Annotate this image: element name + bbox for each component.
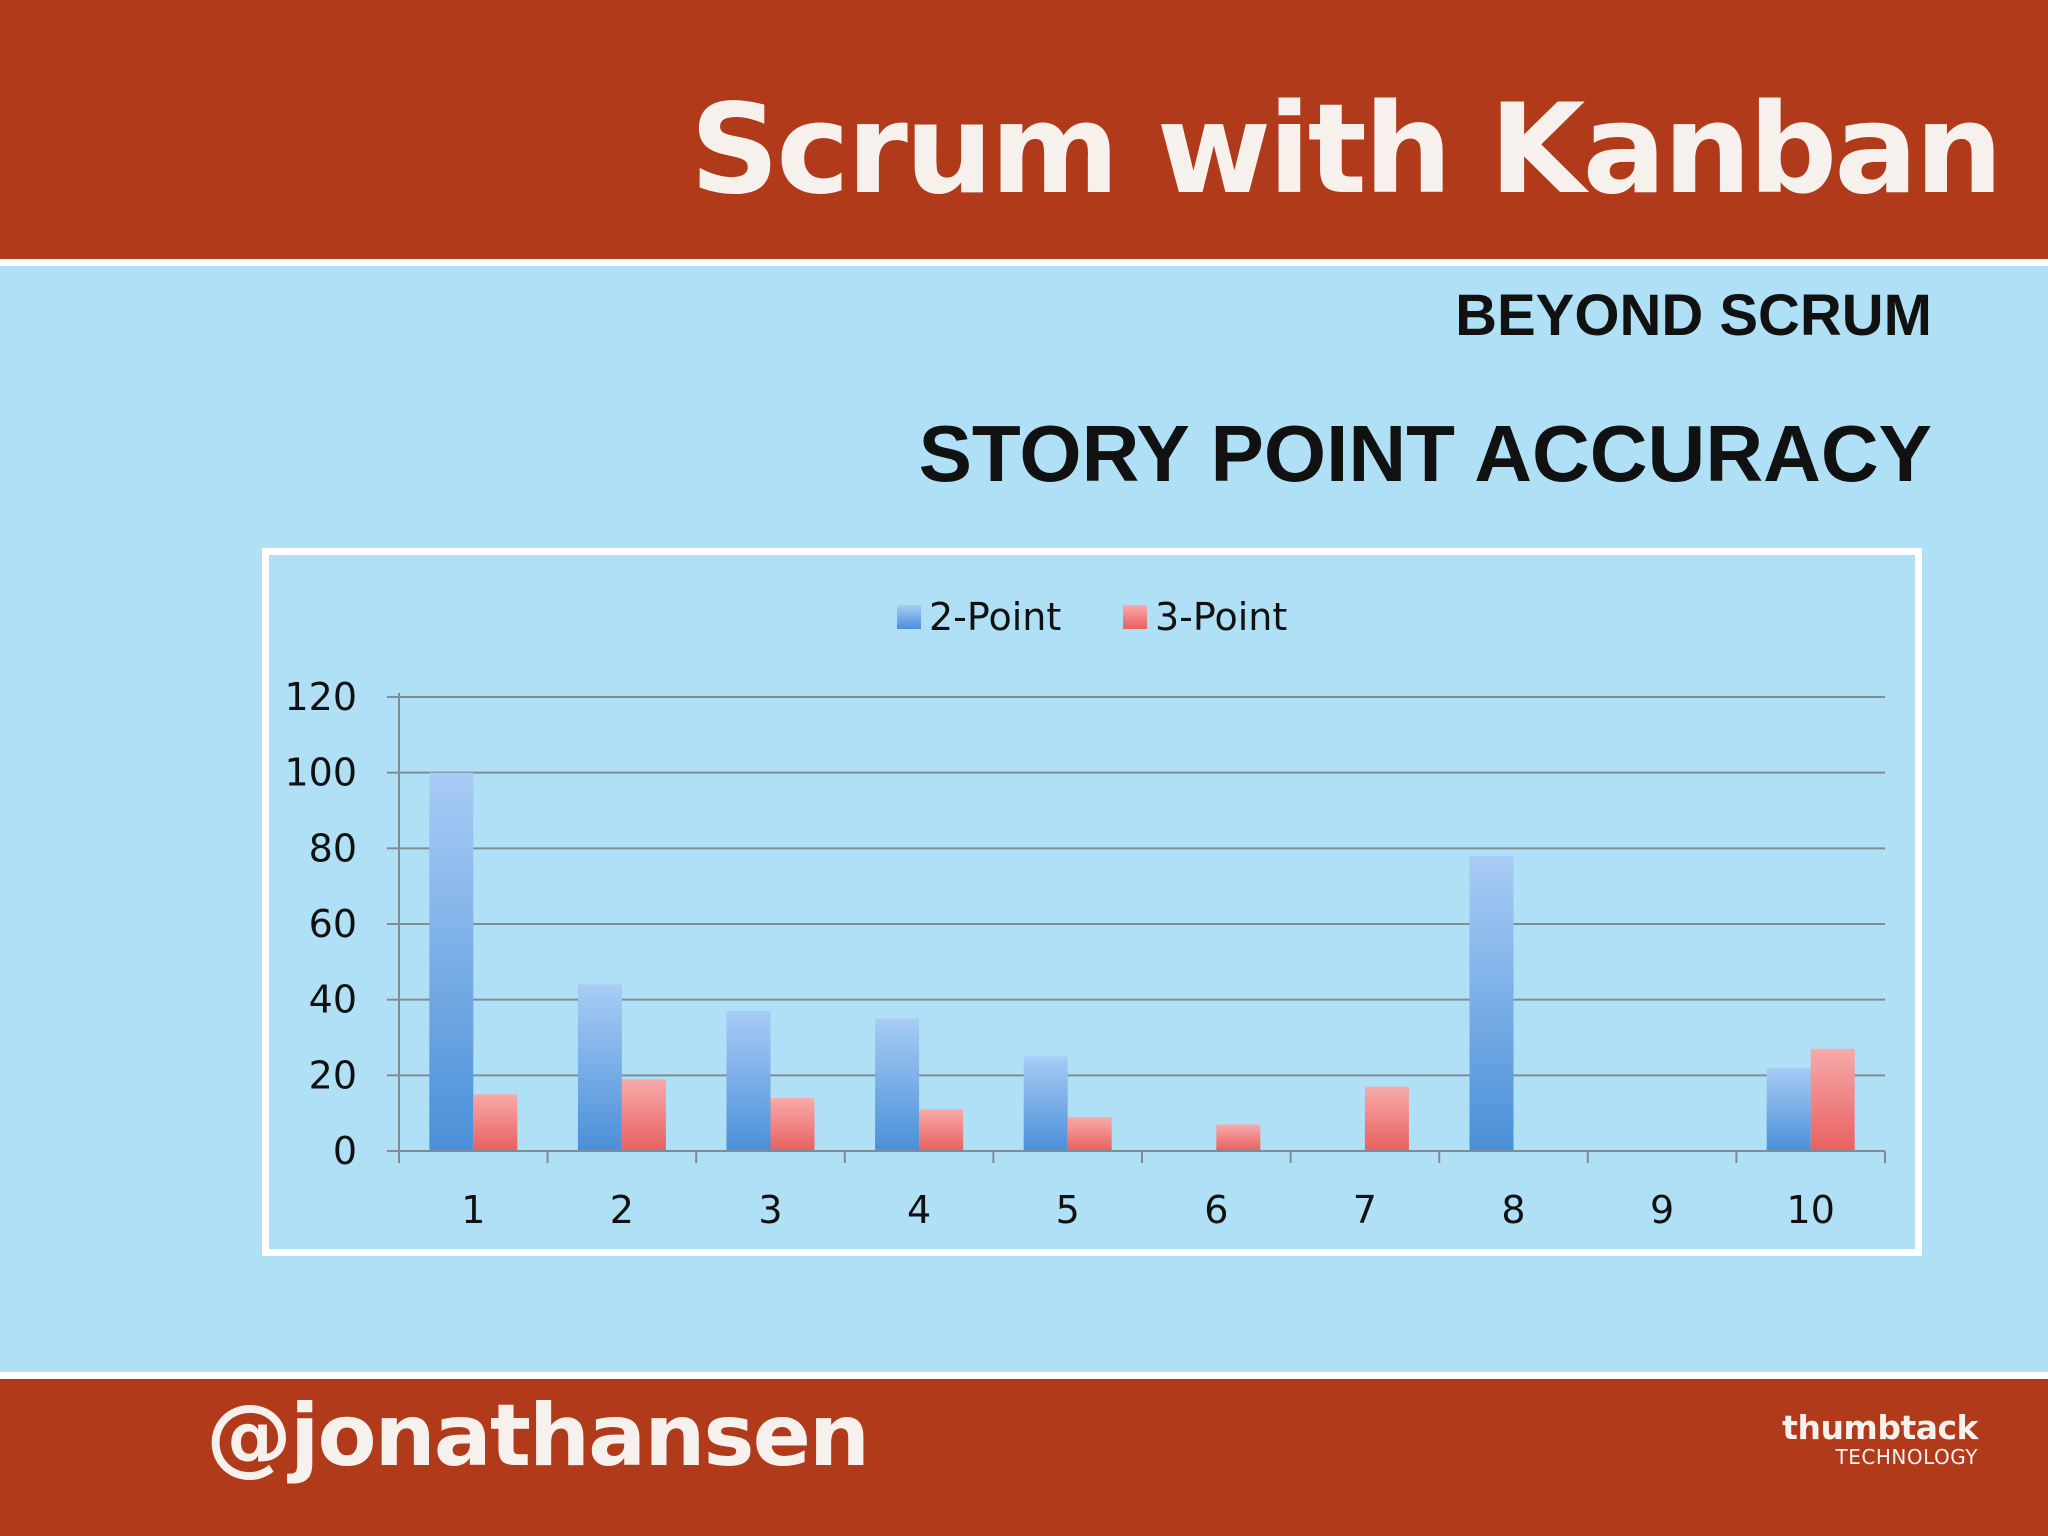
bar-2-point	[726, 1011, 771, 1151]
y-tick-label: 120	[284, 675, 357, 719]
bars	[429, 772, 1855, 1151]
bar-3-point	[1364, 1086, 1409, 1151]
x-tick-label: 1	[461, 1188, 485, 1232]
bar-2-point	[1766, 1067, 1811, 1151]
footer-bar	[0, 1372, 2048, 1536]
bar-3-point	[770, 1098, 815, 1151]
y-tick-label: 80	[309, 826, 357, 870]
bar-chart: 0 20 40 60 80 100 120 1 2 3 4 5 6 7 8 9 10 2-Point 3-Poin…	[284, 595, 1886, 1232]
legend-swatch-3-point	[1123, 605, 1147, 629]
x-tick-label: 9	[1650, 1188, 1674, 1232]
x-tick-label: 5	[1056, 1188, 1080, 1232]
bar-3-point	[1810, 1048, 1855, 1151]
y-tick-label: 0	[333, 1129, 357, 1173]
y-tick-label: 20	[309, 1053, 357, 1097]
chart-frame: 0 20 40 60 80 100 120 1 2 3 4 5 6 7 8 9 10 2-Point 3-Poin…	[262, 548, 1922, 1256]
x-tick-label: 10	[1787, 1188, 1835, 1232]
bar-3-point	[919, 1109, 964, 1151]
bar-2-point	[429, 772, 474, 1151]
x-tick-label: 6	[1204, 1188, 1228, 1232]
bar-3-point	[1216, 1124, 1261, 1151]
x-tick-label: 3	[758, 1188, 782, 1232]
y-tick-label: 60	[309, 902, 357, 946]
brand-logo: thumbtack TECHNOLOGY	[1782, 1408, 1978, 1469]
bar-2-point	[1023, 1056, 1068, 1151]
gridlines	[399, 696, 1885, 1077]
legend-label-3-point: 3-Point	[1155, 595, 1287, 639]
slide-subtitle: BEYOND SCRUM	[1455, 283, 1932, 348]
x-tick-label: 2	[610, 1188, 634, 1232]
bar-2-point	[577, 984, 622, 1151]
axes: 0 20 40 60 80 100 120 1 2 3 4 5 6 7 8 9 10	[284, 675, 1886, 1232]
x-tick-label: 8	[1501, 1188, 1525, 1232]
bar-2-point	[1469, 855, 1514, 1151]
legend-label-2-point: 2-Point	[929, 595, 1061, 639]
author-handle: @jonathansen	[206, 1386, 870, 1486]
y-tick-label: 100	[284, 751, 357, 795]
y-tick-label: 40	[309, 978, 357, 1022]
bar-3-point	[1067, 1116, 1112, 1151]
legend-swatch-2-point	[897, 605, 921, 629]
x-tick-label: 4	[907, 1188, 931, 1232]
bar-2-point	[875, 1018, 920, 1151]
bar-3-point	[621, 1079, 666, 1151]
slide-title: Scrum with Kanban	[690, 78, 2003, 222]
brand-name: thumbtack	[1782, 1408, 1978, 1447]
legend: 2-Point 3-Point	[897, 595, 1287, 639]
section-title: STORY POINT ACCURACY	[918, 409, 1932, 498]
x-tick-label: 7	[1353, 1188, 1377, 1232]
bar-3-point	[473, 1094, 518, 1151]
brand-subtitle: TECHNOLOGY	[1835, 1445, 1978, 1469]
title-bar	[0, 0, 2048, 266]
